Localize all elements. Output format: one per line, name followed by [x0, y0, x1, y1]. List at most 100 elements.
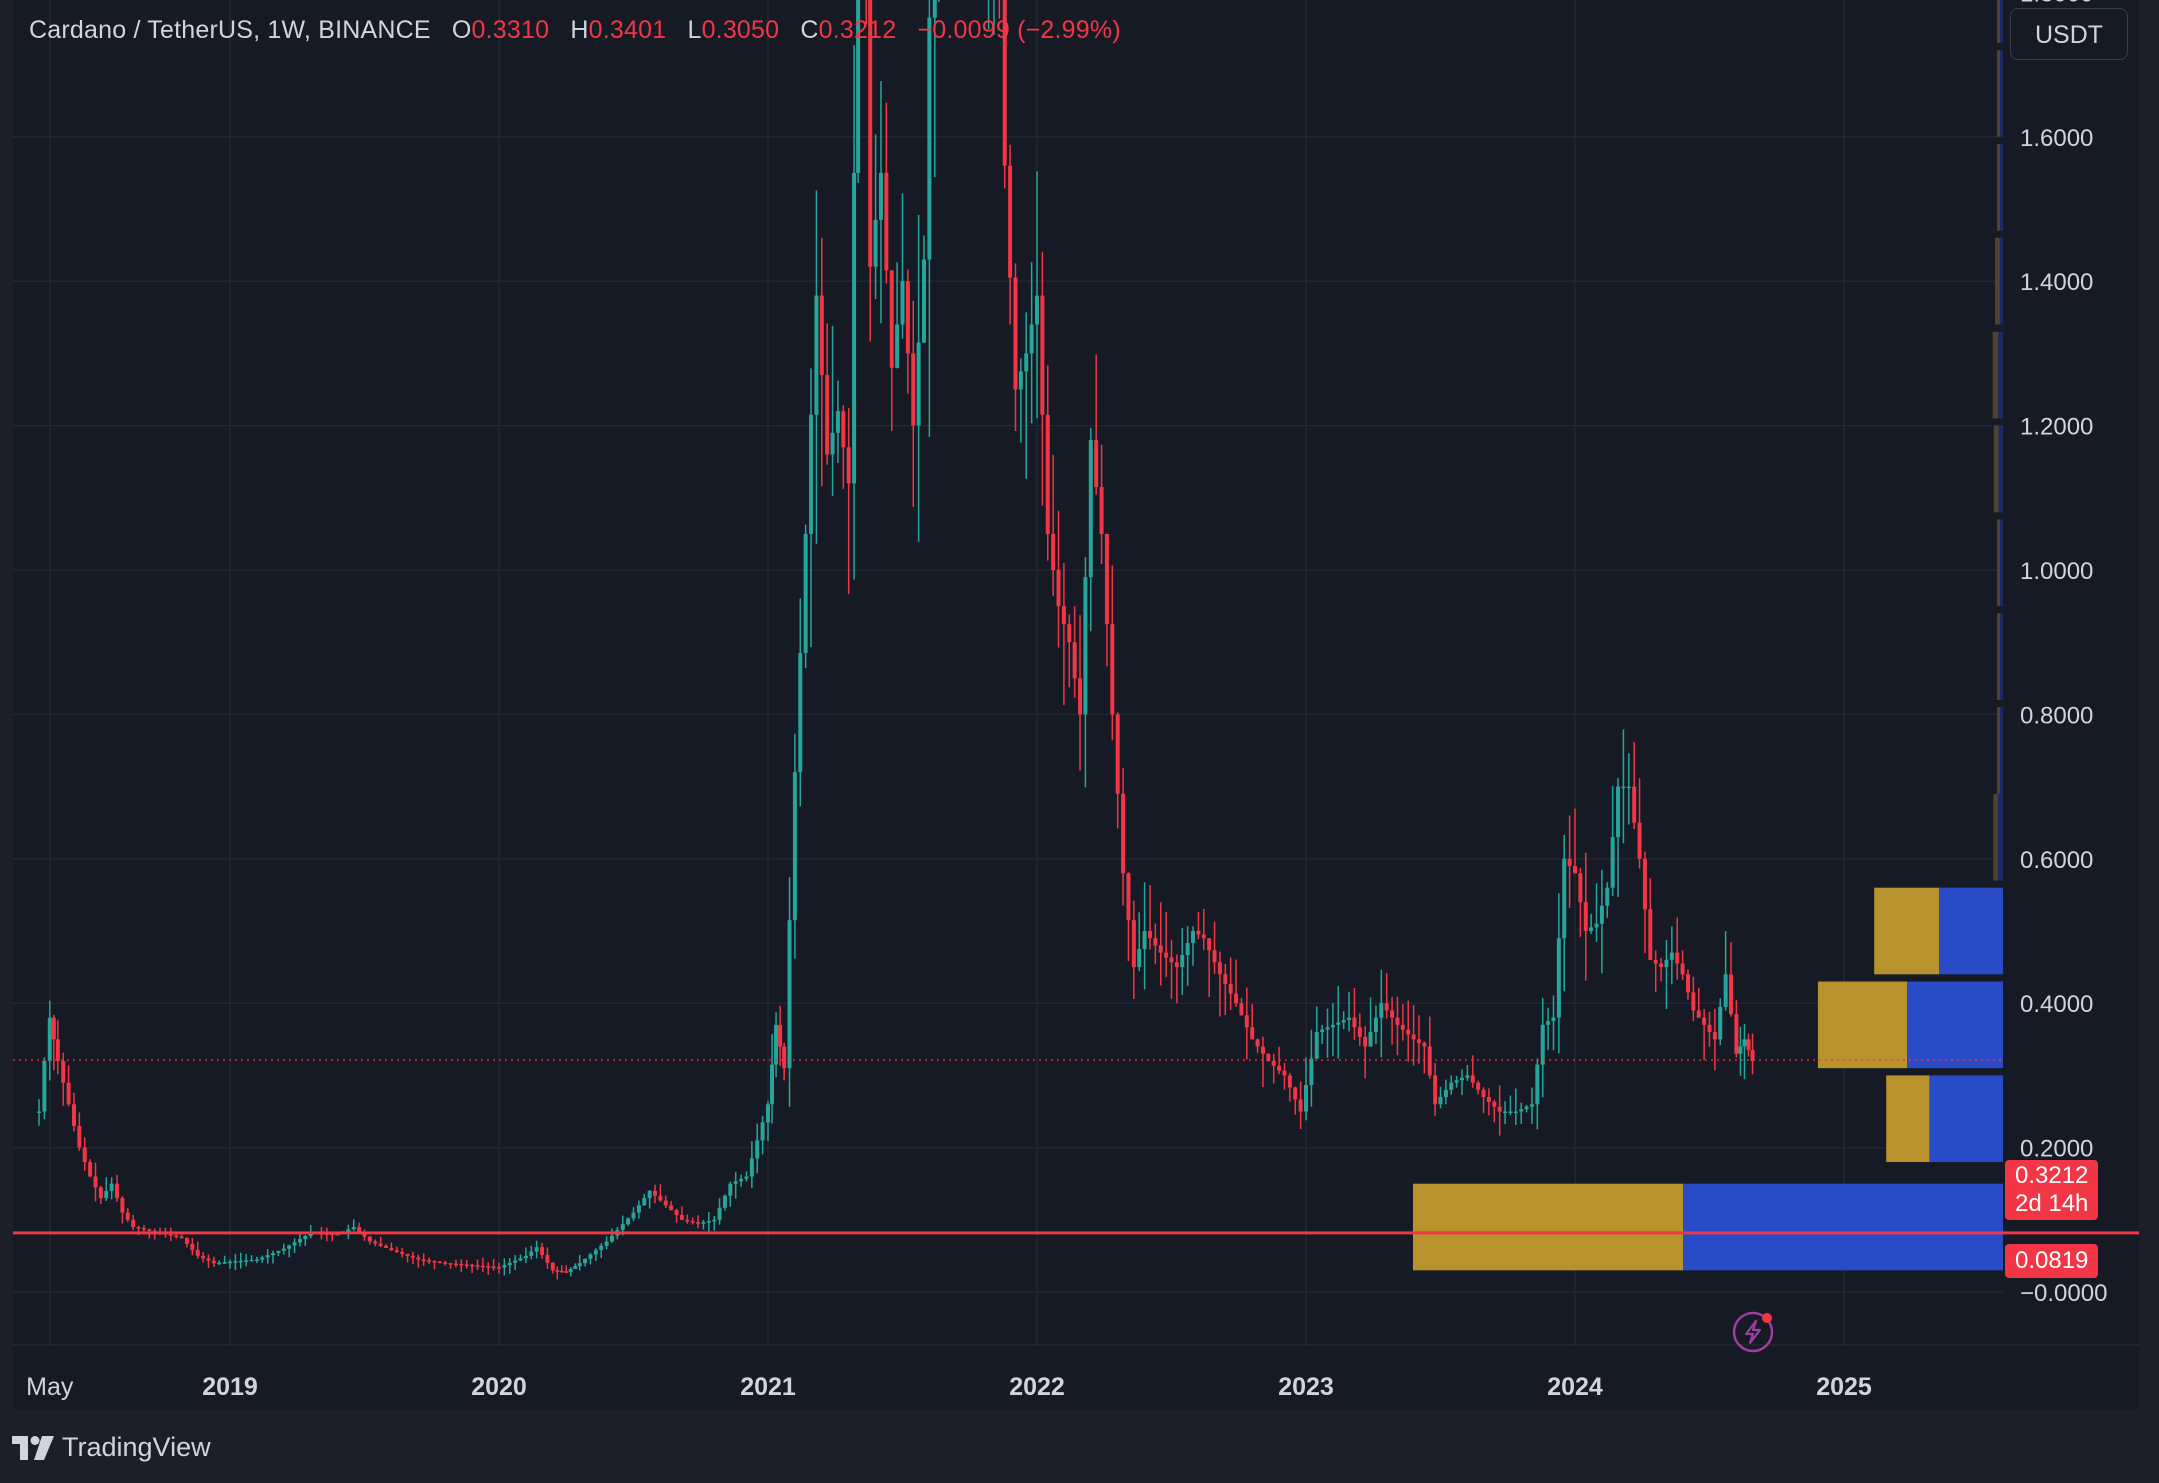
- tradingview-logo[interactable]: TradingView: [12, 1432, 211, 1463]
- candle-down: [115, 1183, 120, 1199]
- candle-down: [1395, 1017, 1400, 1025]
- candle-down: [136, 1227, 141, 1229]
- candle-down: [1051, 533, 1056, 570]
- candle-down: [421, 1259, 426, 1262]
- candle-up: [1599, 905, 1604, 924]
- candle-down: [545, 1254, 550, 1263]
- volume-profile-up-bar: [1413, 1183, 1683, 1271]
- candle-down: [1121, 793, 1126, 874]
- volume-profile-up-bar: [1817, 981, 1907, 1069]
- time-axis-label: 2021: [740, 1373, 796, 1401]
- candle-down: [1712, 1032, 1717, 1040]
- candle-up: [1535, 1064, 1540, 1105]
- candle-down: [184, 1237, 189, 1244]
- candle-up: [1035, 295, 1039, 325]
- candle-down: [674, 1210, 679, 1215]
- candle-down: [443, 1262, 448, 1264]
- candle-up: [626, 1218, 631, 1225]
- currency-button[interactable]: USDT: [2010, 8, 2128, 60]
- change-value: −0.0099 (−2.99%): [917, 16, 1121, 44]
- candle-down: [1115, 714, 1120, 794]
- candle-up: [1024, 353, 1029, 372]
- price-axis-label: 1.6000: [2020, 125, 2093, 152]
- candle-down: [378, 1243, 383, 1246]
- candle-down: [1583, 902, 1588, 931]
- last-price-tag: 0.3212 2d 14h: [2005, 1160, 2099, 1220]
- candle-up: [1368, 1032, 1373, 1047]
- price-chart[interactable]: 3.40003.20003.00002.80002.60002.40002.20…: [13, 0, 2139, 1410]
- candle-up: [1341, 1020, 1346, 1023]
- candle-up: [1304, 1085, 1308, 1112]
- candle-up: [238, 1260, 243, 1263]
- candle-down: [1196, 931, 1201, 935]
- candle-down: [98, 1187, 103, 1199]
- volume-profile-up-bar: [1997, 707, 2000, 794]
- candle-down: [1384, 1003, 1389, 1011]
- candle-down: [1260, 1046, 1265, 1054]
- candle-up: [1438, 1097, 1443, 1105]
- candle-up: [798, 653, 803, 773]
- candle-down: [1746, 1039, 1751, 1051]
- chart-pane[interactable]: 3.40003.20003.00002.80002.60002.40002.20…: [13, 0, 2139, 1410]
- candle-up: [900, 281, 905, 325]
- candle-down: [1067, 624, 1072, 643]
- lightning-icon[interactable]: [1732, 1311, 1774, 1353]
- candle-down: [1363, 1036, 1368, 1047]
- candle-up: [233, 1261, 238, 1263]
- candle-down: [540, 1247, 545, 1255]
- candle-up: [873, 219, 878, 267]
- candle-up: [1551, 1017, 1556, 1022]
- candle-up: [1718, 1006, 1723, 1040]
- volume-profile-up-bar: [1886, 1075, 1930, 1163]
- candle-down: [1481, 1089, 1486, 1098]
- candle-up: [770, 1064, 775, 1105]
- candle-down: [1707, 1024, 1712, 1033]
- candle-up: [717, 1207, 722, 1220]
- candle-up: [803, 533, 808, 654]
- candle-up: [1556, 938, 1561, 1018]
- candle-down: [55, 1039, 60, 1061]
- candle-down: [1702, 1017, 1707, 1025]
- candle-down: [480, 1265, 485, 1268]
- candle-up: [1605, 887, 1610, 906]
- candle-down: [1416, 1039, 1421, 1043]
- volume-profile-up-bar: [1874, 887, 1939, 975]
- candle-up: [774, 1024, 779, 1065]
- candle-down: [884, 172, 889, 271]
- candle-down: [1637, 822, 1642, 859]
- candle-down: [1217, 962, 1222, 975]
- candle-down: [1476, 1082, 1481, 1090]
- candle-down: [1729, 974, 1734, 1015]
- candle-down: [486, 1266, 491, 1268]
- candle-down: [1675, 952, 1680, 964]
- candle-down: [559, 1270, 564, 1273]
- candle-up: [47, 1017, 52, 1061]
- candle-up: [1347, 1017, 1352, 1021]
- candle-up: [1540, 1024, 1545, 1065]
- candle-down: [1201, 934, 1206, 939]
- candle-up: [642, 1198, 647, 1206]
- candle-down: [410, 1255, 415, 1258]
- footer-bar: [0, 1410, 2159, 1483]
- candle-down: [1207, 938, 1212, 951]
- candle-up: [1314, 1032, 1319, 1059]
- candle-up: [749, 1158, 754, 1177]
- candle-up: [37, 1111, 42, 1113]
- candle-up: [260, 1257, 265, 1260]
- candle-down: [82, 1147, 87, 1163]
- bar-countdown: 2d 14h: [2015, 1190, 2089, 1217]
- candle-up: [927, 17, 932, 260]
- candle-up: [728, 1183, 733, 1196]
- candle-up: [830, 432, 835, 455]
- volume-profile-down-bar: [2000, 613, 2003, 700]
- candle-down: [93, 1176, 98, 1188]
- candle-down: [1685, 974, 1690, 993]
- time-axis-label: 2019: [202, 1373, 258, 1401]
- candle-up: [814, 295, 819, 415]
- candle-up: [1621, 786, 1626, 789]
- volume-profile-down-bar: [2000, 0, 2003, 43]
- candle-down: [1045, 414, 1050, 534]
- candle-up: [1379, 1003, 1384, 1018]
- time-axis-label: 2025: [1816, 1373, 1872, 1401]
- candle-down: [384, 1245, 389, 1248]
